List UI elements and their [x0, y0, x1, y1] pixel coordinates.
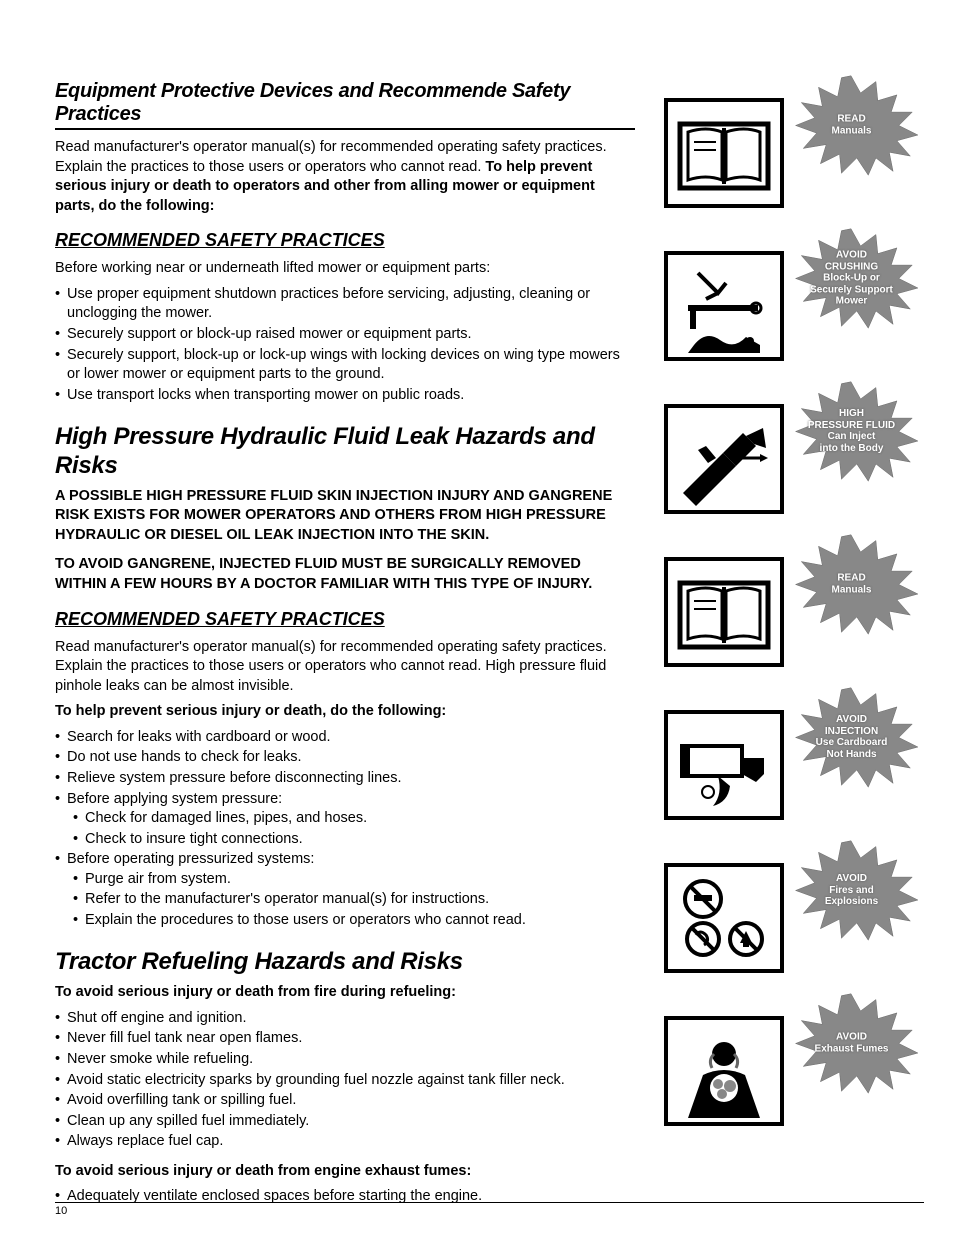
section1-bullets: Use proper equipment shutdown practices … — [55, 285, 635, 405]
section1-subtitle: RECOMMENDED SAFETY PRACTICES — [55, 230, 635, 251]
warning-burst: AVOIDINJECTIONUse CardboardNot Hands — [769, 682, 934, 792]
safety-pictogram — [664, 710, 784, 820]
burst-label: READManuals — [802, 573, 902, 596]
section1-lead: Before working near or underneath lifted… — [55, 259, 635, 279]
section2-intro: Read manufacturer's operator manual(s) f… — [55, 638, 635, 697]
list-item: Relieve system pressure before disconnec… — [55, 769, 635, 789]
warning-burst: AVOIDCRUSHINGBlock-Up orSecurely Support… — [769, 223, 934, 333]
burst-label: HIGHPRESSURE FLUIDCan Injectinto the Bod… — [802, 408, 902, 454]
list-item: Do not use hands to check for leaks. — [55, 748, 635, 768]
warning-burst: READManuals — [769, 70, 934, 180]
warning-burst: READManuals — [769, 529, 934, 639]
section3-bullets: Shut off engine and ignition.Never fill … — [55, 1009, 635, 1152]
list-item: Use transport locks when transporting mo… — [55, 386, 635, 406]
safety-pictogram — [664, 404, 784, 514]
safety-pictogram — [664, 863, 784, 973]
list-item: Avoid overfilling tank or spilling fuel. — [55, 1091, 635, 1111]
safety-icon-block: AVOIDExhaust Fumes — [664, 998, 924, 1133]
main-text-column: Equipment Protective Devices and Recomme… — [55, 80, 635, 1213]
burst-label: AVOIDCRUSHINGBlock-Up orSecurely Support… — [802, 249, 902, 307]
section2-bullets: Search for leaks with cardboard or wood.… — [55, 728, 635, 931]
burst-label: AVOIDINJECTIONUse CardboardNot Hands — [802, 714, 902, 760]
safety-icon-block: AVOIDFires andExplosions — [664, 845, 924, 980]
list-item: Never smoke while refueling. — [55, 1050, 635, 1070]
safety-icon-block: READManuals — [664, 80, 924, 215]
burst-label: AVOIDFires andExplosions — [802, 873, 902, 908]
safety-pictogram — [664, 557, 784, 667]
list-item: Before applying system pressure:Check fo… — [55, 790, 635, 850]
list-item: Securely support or block-up raised mowe… — [55, 325, 635, 345]
list-item: Use proper equipment shutdown practices … — [55, 285, 635, 324]
list-item: Always replace fuel cap. — [55, 1132, 635, 1152]
list-item: Check for damaged lines, pipes, and hose… — [73, 809, 635, 829]
section2-title: High Pressure Hydraulic Fluid Leak Hazar… — [55, 423, 635, 481]
section2-intro-bold: To help prevent serious injury or death,… — [55, 702, 635, 722]
burst-label: AVOIDExhaust Fumes — [802, 1032, 902, 1055]
page-footer: 10 — [55, 1202, 924, 1217]
safety-icon-block: AVOIDINJECTIONUse CardboardNot Hands — [664, 692, 924, 827]
section3-lead1: To avoid serious injury or death from fi… — [55, 983, 635, 1003]
section2-subtitle: RECOMMENDED SAFETY PRACTICES — [55, 609, 635, 630]
safety-icon-block: READManuals — [664, 539, 924, 674]
list-item: Check to insure tight connections. — [73, 830, 635, 850]
section2-warn1: A POSSIBLE HIGH PRESSURE FLUID SKIN INJE… — [55, 487, 635, 546]
list-item: Search for leaks with cardboard or wood. — [55, 728, 635, 748]
safety-icon-block: HIGHPRESSURE FLUIDCan Injectinto the Bod… — [664, 386, 924, 521]
list-item: Securely support, block-up or lock-up wi… — [55, 346, 635, 385]
list-item: Shut off engine and ignition. — [55, 1009, 635, 1029]
burst-label: READManuals — [802, 114, 902, 137]
list-item: Refer to the manufacturer's operator man… — [73, 890, 635, 910]
safety-icon-block: AVOIDCRUSHINGBlock-Up orSecurely Support… — [664, 233, 924, 368]
section1-intro: Read manufacturer's operator manual(s) f… — [55, 138, 635, 216]
list-item: Explain the procedures to those users or… — [73, 911, 635, 931]
list-item: Avoid static electricity sparks by groun… — [55, 1071, 635, 1091]
section3-title: Tractor Refueling Hazards and Risks — [55, 948, 635, 977]
section1-title: Equipment Protective Devices and Recomme… — [55, 80, 635, 130]
warning-burst: AVOIDExhaust Fumes — [769, 988, 934, 1098]
warning-burst: HIGHPRESSURE FLUIDCan Injectinto the Bod… — [769, 376, 934, 486]
safety-pictogram — [664, 251, 784, 361]
list-item: Never fill fuel tank near open flames. — [55, 1029, 635, 1049]
list-item: Clean up any spilled fuel immediately. — [55, 1112, 635, 1132]
section2-warn2: TO AVOID GANGRENE, INJECTED FLUID MUST B… — [55, 555, 635, 594]
list-item: Before operating pressurized systems:Pur… — [55, 850, 635, 930]
icon-column: READManuals AVOIDCRUSHINGBlock-Up orSecu… — [664, 80, 924, 1151]
safety-pictogram — [664, 1016, 784, 1126]
section3-lead2: To avoid serious injury or death from en… — [55, 1162, 635, 1182]
list-item: Purge air from system. — [73, 870, 635, 890]
page-number: 10 — [55, 1205, 67, 1217]
safety-pictogram — [664, 98, 784, 208]
warning-burst: AVOIDFires andExplosions — [769, 835, 934, 945]
